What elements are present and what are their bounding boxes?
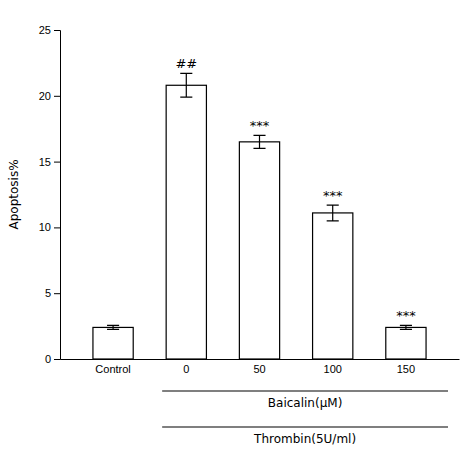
error-bar-line [327,205,339,221]
x-tick-label: 150 [397,363,415,375]
x-tick-label: 0 [183,363,189,375]
y-tick-label: 10 [39,221,51,233]
x-tick: 0 [183,359,189,375]
group-bracket [162,390,448,391]
x-tick: 100 [324,359,342,375]
y-tick-mark [54,96,60,97]
y-tick-mark [54,227,60,228]
y-tick-label: 20 [39,90,51,102]
error-bar [327,205,339,221]
y-axis: 0 5 10 15 20 25 [39,24,61,365]
chart: 0 5 10 15 20 25 Control 0 50 100 150 ## *** *** *** Bai… [0,0,474,474]
x-tick: Control [95,359,130,375]
annotation: *** [250,118,270,133]
y-axis-title: Apoptosis% [7,159,21,229]
x-axis: Control 0 50 100 150 [61,359,460,375]
plot: 0 5 10 15 20 25 Control 0 50 100 150 ## *** *** *** Bai… [39,24,460,446]
y-tick-mark [54,293,60,294]
y-tick-label: 0 [45,353,51,365]
x-axis-line [61,359,460,360]
y-tick: 10 [39,221,60,233]
x-tick-label: 50 [253,363,265,375]
group-bracket [162,426,448,427]
y-tick-mark [54,162,60,163]
error-bar [253,135,265,148]
y-tick-label: 15 [39,156,51,168]
x-tick: 50 [253,359,265,375]
marks [93,73,426,359]
error-bar [400,325,412,329]
y-tick: 15 [39,156,60,168]
y-tick-label: 5 [45,287,51,299]
annotation: *** [323,188,343,203]
error-bar [180,73,192,97]
annotation: *** [396,308,416,323]
error-bar [107,325,119,329]
group-label: Thrombin(5U/ml) [253,432,356,446]
bar [93,327,133,359]
y-tick: 20 [39,90,60,102]
y-tick-mark [54,359,60,360]
bar [386,327,426,359]
y-tick: 25 [39,24,60,36]
y-tick: 0 [45,353,60,365]
bar [239,142,279,359]
error-bar-line [107,325,119,329]
annotation: ## [175,56,197,71]
group-label: Baicalin(μM) [268,396,343,410]
x-tick-label: 100 [324,363,342,375]
y-axis-line [54,31,61,360]
error-bar-line [400,325,412,329]
x-tick-label: Control [95,363,130,375]
bar [313,213,353,359]
bar [166,85,206,359]
y-tick-mark [54,30,60,31]
group-labels: Baicalin(μM) Thrombin(5U/ml) [162,391,448,446]
y-tick: 5 [45,287,60,299]
y-tick-label: 25 [39,24,51,36]
error-bar-line [180,73,192,97]
x-tick: 150 [397,359,415,375]
error-bar-line [253,135,265,148]
annotations: ## *** *** *** [175,56,416,323]
